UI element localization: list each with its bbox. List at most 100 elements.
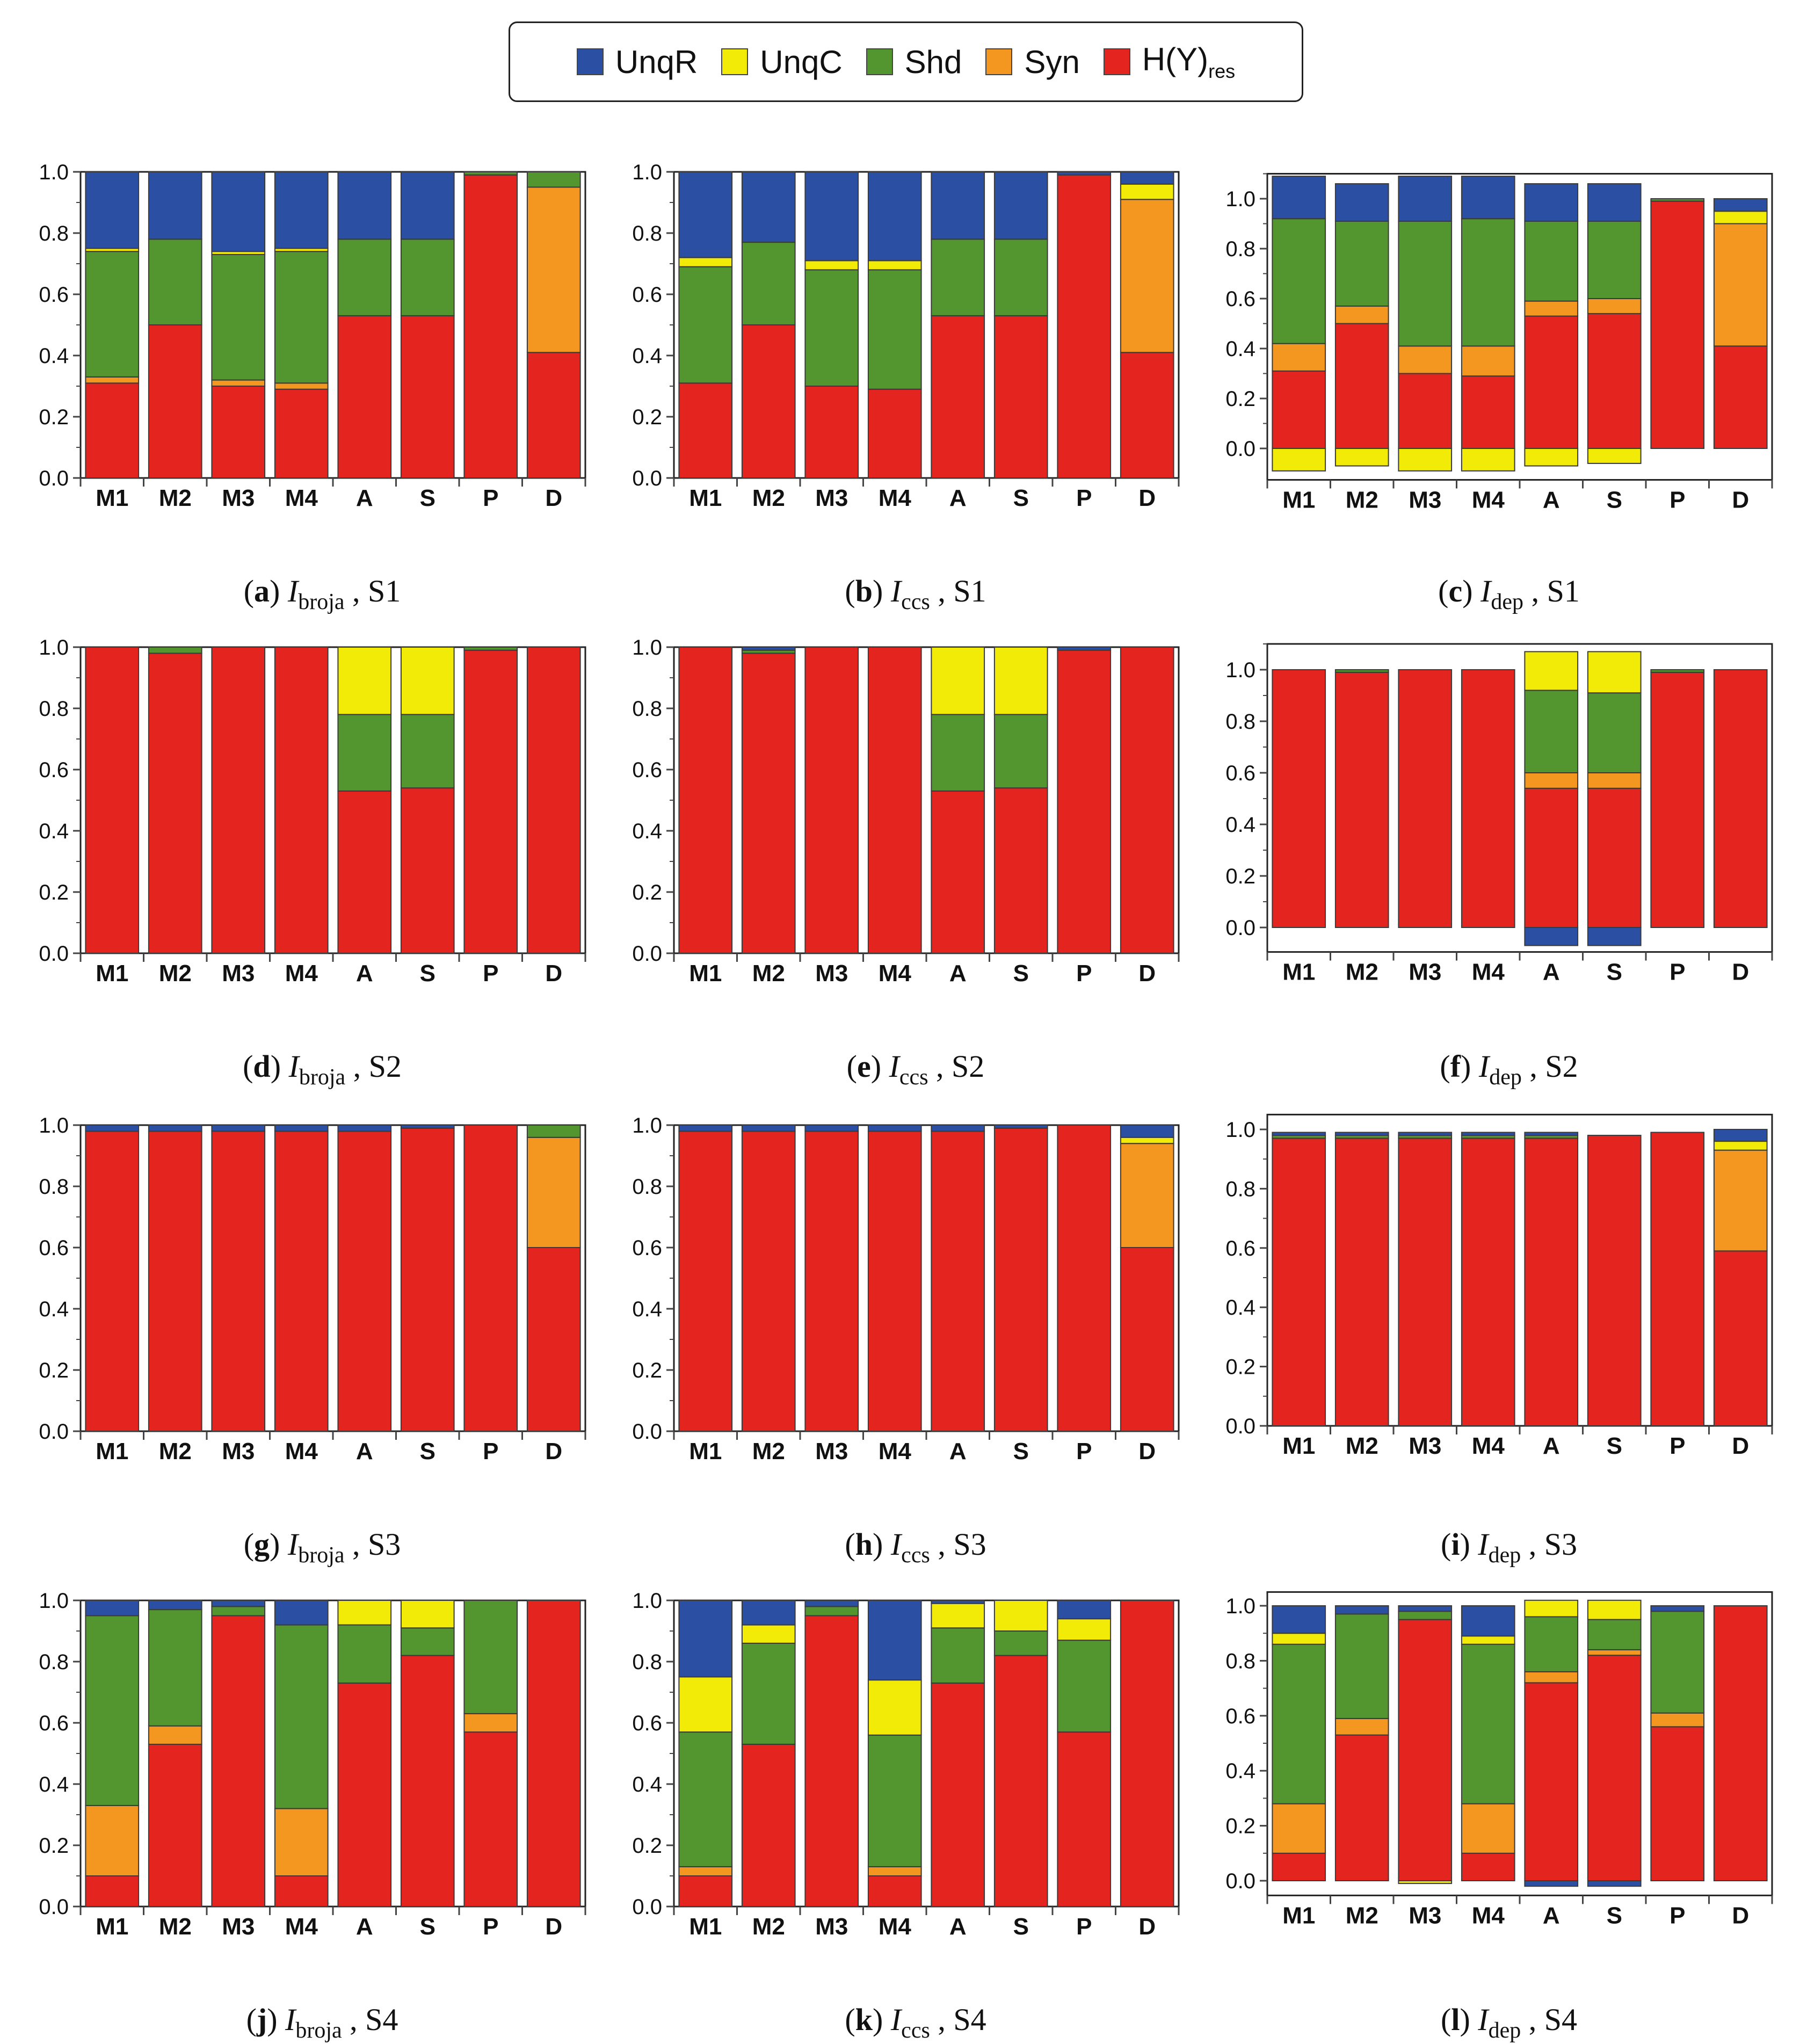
x-tick-label: M4 — [879, 960, 912, 987]
x-tick-label: M1 — [96, 485, 128, 511]
y-tick-label: 0.2 — [39, 405, 69, 429]
bar-segment-unqc — [804, 260, 859, 271]
bar-segment-hres — [337, 1682, 392, 1907]
x-tick-label: M4 — [1472, 959, 1505, 985]
bar-segment-unqr — [1398, 1132, 1453, 1136]
bar-segment-unqc — [337, 647, 392, 715]
bar-segment-hres — [526, 1600, 581, 1907]
bar-segment-syn — [867, 1866, 922, 1876]
bar-segment-hres — [741, 1130, 796, 1432]
bar-segment-shd — [1461, 218, 1515, 347]
bar-segment-syn — [1334, 305, 1389, 324]
y-tick-label: 0.2 — [1225, 865, 1255, 888]
bar-segment-hres — [993, 787, 1048, 954]
bar-segment-unqr — [1461, 1605, 1515, 1637]
bar-segment-unqr — [1650, 1605, 1705, 1612]
y-tick-label: 0.2 — [632, 1359, 662, 1382]
bar-segment-hres — [1120, 647, 1174, 954]
bar-segment-shd — [463, 1600, 518, 1714]
x-tick-label: M1 — [96, 1438, 128, 1465]
legend-label: Shd — [904, 44, 962, 80]
y-tick-label: 0.4 — [632, 1773, 662, 1796]
y-tick-label: 0.4 — [39, 344, 69, 368]
bar-segment-unqr — [1272, 176, 1326, 220]
x-tick-label: A — [356, 1913, 373, 1940]
x-tick-label: M3 — [1409, 1433, 1441, 1459]
legend-swatch — [866, 48, 893, 75]
legend-label: UnqR — [615, 44, 698, 80]
x-tick-label: M4 — [285, 485, 318, 511]
bar-segment-hres — [463, 1125, 518, 1432]
bar-segment-hres — [931, 1130, 985, 1432]
panel-caption: (f) Idep , S2 — [1440, 1049, 1578, 1090]
bar-segment-hres — [1650, 200, 1705, 449]
bar-segment-syn — [526, 186, 581, 353]
bar-segment-hres — [463, 1731, 518, 1908]
bar-segment-unqc — [931, 1603, 985, 1629]
bar-segment-shd — [804, 269, 859, 387]
bar-segment-unqr — [867, 171, 922, 262]
bar-segment-unqr — [867, 1600, 922, 1681]
x-tick-label: M4 — [1472, 1902, 1505, 1929]
bar-segment-shd — [1057, 1640, 1112, 1733]
bar-segment-unqc — [400, 647, 455, 715]
y-tick-label: 0.8 — [1225, 1649, 1255, 1673]
bar-segment-unqc — [867, 260, 922, 271]
bar-segment-unqr — [1120, 1125, 1174, 1138]
bar-segment-unqc — [867, 1679, 922, 1736]
x-tick-label: M3 — [1409, 487, 1441, 513]
bar-segment-unqc — [400, 1600, 455, 1629]
x-tick-label: D — [1138, 960, 1156, 987]
bar-segment-unqr — [1057, 171, 1112, 176]
bar-segment-unqr — [1713, 198, 1768, 212]
x-tick-label: S — [1013, 1913, 1029, 1940]
bar-segment-hres — [804, 1615, 859, 1907]
y-tick-label: 0.6 — [632, 758, 662, 782]
bar-segment-unqr — [1272, 1132, 1326, 1136]
bar-segment-hres — [741, 1743, 796, 1907]
bar-segment-shd — [741, 1642, 796, 1745]
bar-segment-hres — [1713, 345, 1768, 449]
panel-caption: (d) Ibroja , S2 — [243, 1049, 402, 1090]
bar-segment-unqc — [337, 1600, 392, 1626]
bar-segment-shd — [1334, 220, 1389, 307]
bar-segment-unqr — [337, 171, 392, 240]
bar-segment-unqc — [1461, 448, 1515, 472]
bar-segment-hres — [1272, 669, 1326, 928]
bar-segment-hres — [804, 647, 859, 954]
bar-segment-hres — [1057, 174, 1112, 479]
panel-caption: (b) Iccs , S1 — [845, 574, 986, 614]
chart-panel-b: 0.0 0.2 0.4 0.6 0.8 1.0 M1 M2 M3 M4 A S P D (b) Iccs ,… — [632, 161, 1180, 614]
x-tick-label: P — [1076, 960, 1092, 987]
x-tick-label: M4 — [1472, 1433, 1505, 1459]
x-tick-label: M3 — [222, 1438, 255, 1465]
bar-segment-unqr — [337, 1125, 392, 1132]
y-tick-label: 1.0 — [39, 1589, 69, 1613]
bar-segment-shd — [804, 1606, 859, 1617]
bar-segment-hres — [1524, 1137, 1579, 1427]
x-tick-label: M3 — [222, 485, 255, 511]
bar-segment-hres — [678, 647, 733, 954]
y-tick-label: 0.8 — [1225, 710, 1255, 734]
bar-segment-syn — [274, 1808, 329, 1877]
x-tick-label: M4 — [879, 1438, 912, 1465]
panel-caption: (g) Ibroja , S3 — [244, 1527, 401, 1568]
bar-segment-shd — [1587, 1619, 1642, 1650]
x-tick-label: M2 — [159, 485, 192, 511]
bar-segment-hres — [85, 1130, 140, 1432]
bar-segment-hres — [463, 174, 518, 479]
x-tick-label: S — [420, 960, 436, 987]
x-tick-label: S — [1607, 1433, 1622, 1459]
bar-segment-shd — [526, 171, 581, 188]
x-tick-label: P — [1076, 1438, 1092, 1465]
bar-segment-unqr — [274, 171, 329, 249]
bar-segment-shd — [1398, 1611, 1453, 1620]
bar-segment-syn — [1524, 300, 1579, 317]
bar-segment-shd — [1334, 1613, 1389, 1719]
y-tick-label: 0.8 — [1225, 1177, 1255, 1201]
panel-caption: (c) Idep , S1 — [1438, 574, 1580, 614]
y-tick-label: 0.6 — [39, 1236, 69, 1260]
x-tick-label: M2 — [1346, 959, 1378, 985]
legend-swatch — [576, 48, 604, 75]
